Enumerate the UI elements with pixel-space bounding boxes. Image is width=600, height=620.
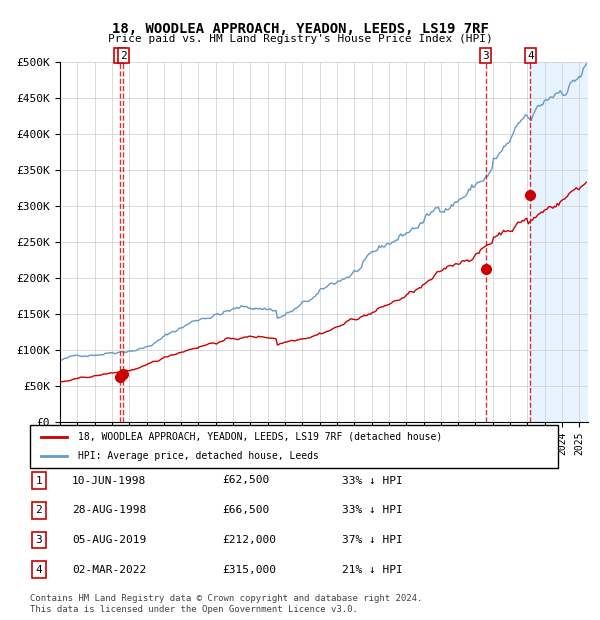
Text: 28-AUG-1998: 28-AUG-1998 [72, 505, 146, 515]
Text: 21% ↓ HPI: 21% ↓ HPI [342, 565, 403, 575]
Text: 18, WOODLEA APPROACH, YEADON, LEEDS, LS19 7RF (detached house): 18, WOODLEA APPROACH, YEADON, LEEDS, LS1… [77, 432, 442, 442]
Text: 37% ↓ HPI: 37% ↓ HPI [342, 535, 403, 545]
Text: £66,500: £66,500 [222, 505, 269, 515]
Text: 2: 2 [120, 51, 127, 61]
Text: £315,000: £315,000 [222, 565, 276, 575]
Text: 1: 1 [116, 51, 123, 61]
Bar [530, 62, 600, 422]
FancyBboxPatch shape [30, 425, 558, 468]
Text: 2: 2 [35, 505, 43, 515]
Text: £62,500: £62,500 [222, 476, 269, 485]
Text: Contains HM Land Registry data © Crown copyright and database right 2024.
This d: Contains HM Land Registry data © Crown c… [30, 595, 422, 614]
Text: 02-MAR-2022: 02-MAR-2022 [72, 565, 146, 575]
Bar [530, 62, 600, 422]
Text: 33% ↓ HPI: 33% ↓ HPI [342, 476, 403, 485]
Text: 33% ↓ HPI: 33% ↓ HPI [342, 505, 403, 515]
Text: £212,000: £212,000 [222, 535, 276, 545]
Text: Price paid vs. HM Land Registry's House Price Index (HPI): Price paid vs. HM Land Registry's House … [107, 34, 493, 44]
Text: 3: 3 [35, 535, 43, 545]
Text: 4: 4 [527, 51, 534, 61]
Text: 18, WOODLEA APPROACH, YEADON, LEEDS, LS19 7RF: 18, WOODLEA APPROACH, YEADON, LEEDS, LS1… [112, 22, 488, 36]
Text: 4: 4 [35, 565, 43, 575]
Text: HPI: Average price, detached house, Leeds: HPI: Average price, detached house, Leed… [77, 451, 319, 461]
Text: 1: 1 [35, 476, 43, 485]
Text: 10-JUN-1998: 10-JUN-1998 [72, 476, 146, 485]
Text: 05-AUG-2019: 05-AUG-2019 [72, 535, 146, 545]
Text: 3: 3 [482, 51, 489, 61]
